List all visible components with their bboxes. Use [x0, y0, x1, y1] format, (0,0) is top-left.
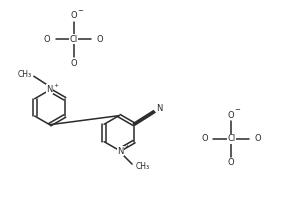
Text: Cl: Cl — [70, 35, 78, 44]
Text: O: O — [44, 35, 51, 44]
Text: N: N — [156, 104, 163, 113]
Text: O: O — [97, 35, 103, 44]
Text: O: O — [201, 134, 208, 143]
Text: Cl: Cl — [227, 134, 235, 143]
Text: −: − — [77, 8, 83, 14]
Text: N: N — [47, 85, 53, 94]
Text: O: O — [228, 111, 234, 120]
Text: CH₃: CH₃ — [18, 70, 32, 79]
Text: +: + — [124, 144, 129, 149]
Text: O: O — [71, 59, 77, 68]
Text: O: O — [71, 11, 77, 20]
Text: N: N — [117, 147, 124, 156]
Text: −: − — [235, 107, 240, 113]
Text: +: + — [53, 83, 59, 88]
Text: O: O — [228, 158, 234, 167]
Text: CH₃: CH₃ — [135, 162, 149, 171]
Text: O: O — [254, 134, 261, 143]
